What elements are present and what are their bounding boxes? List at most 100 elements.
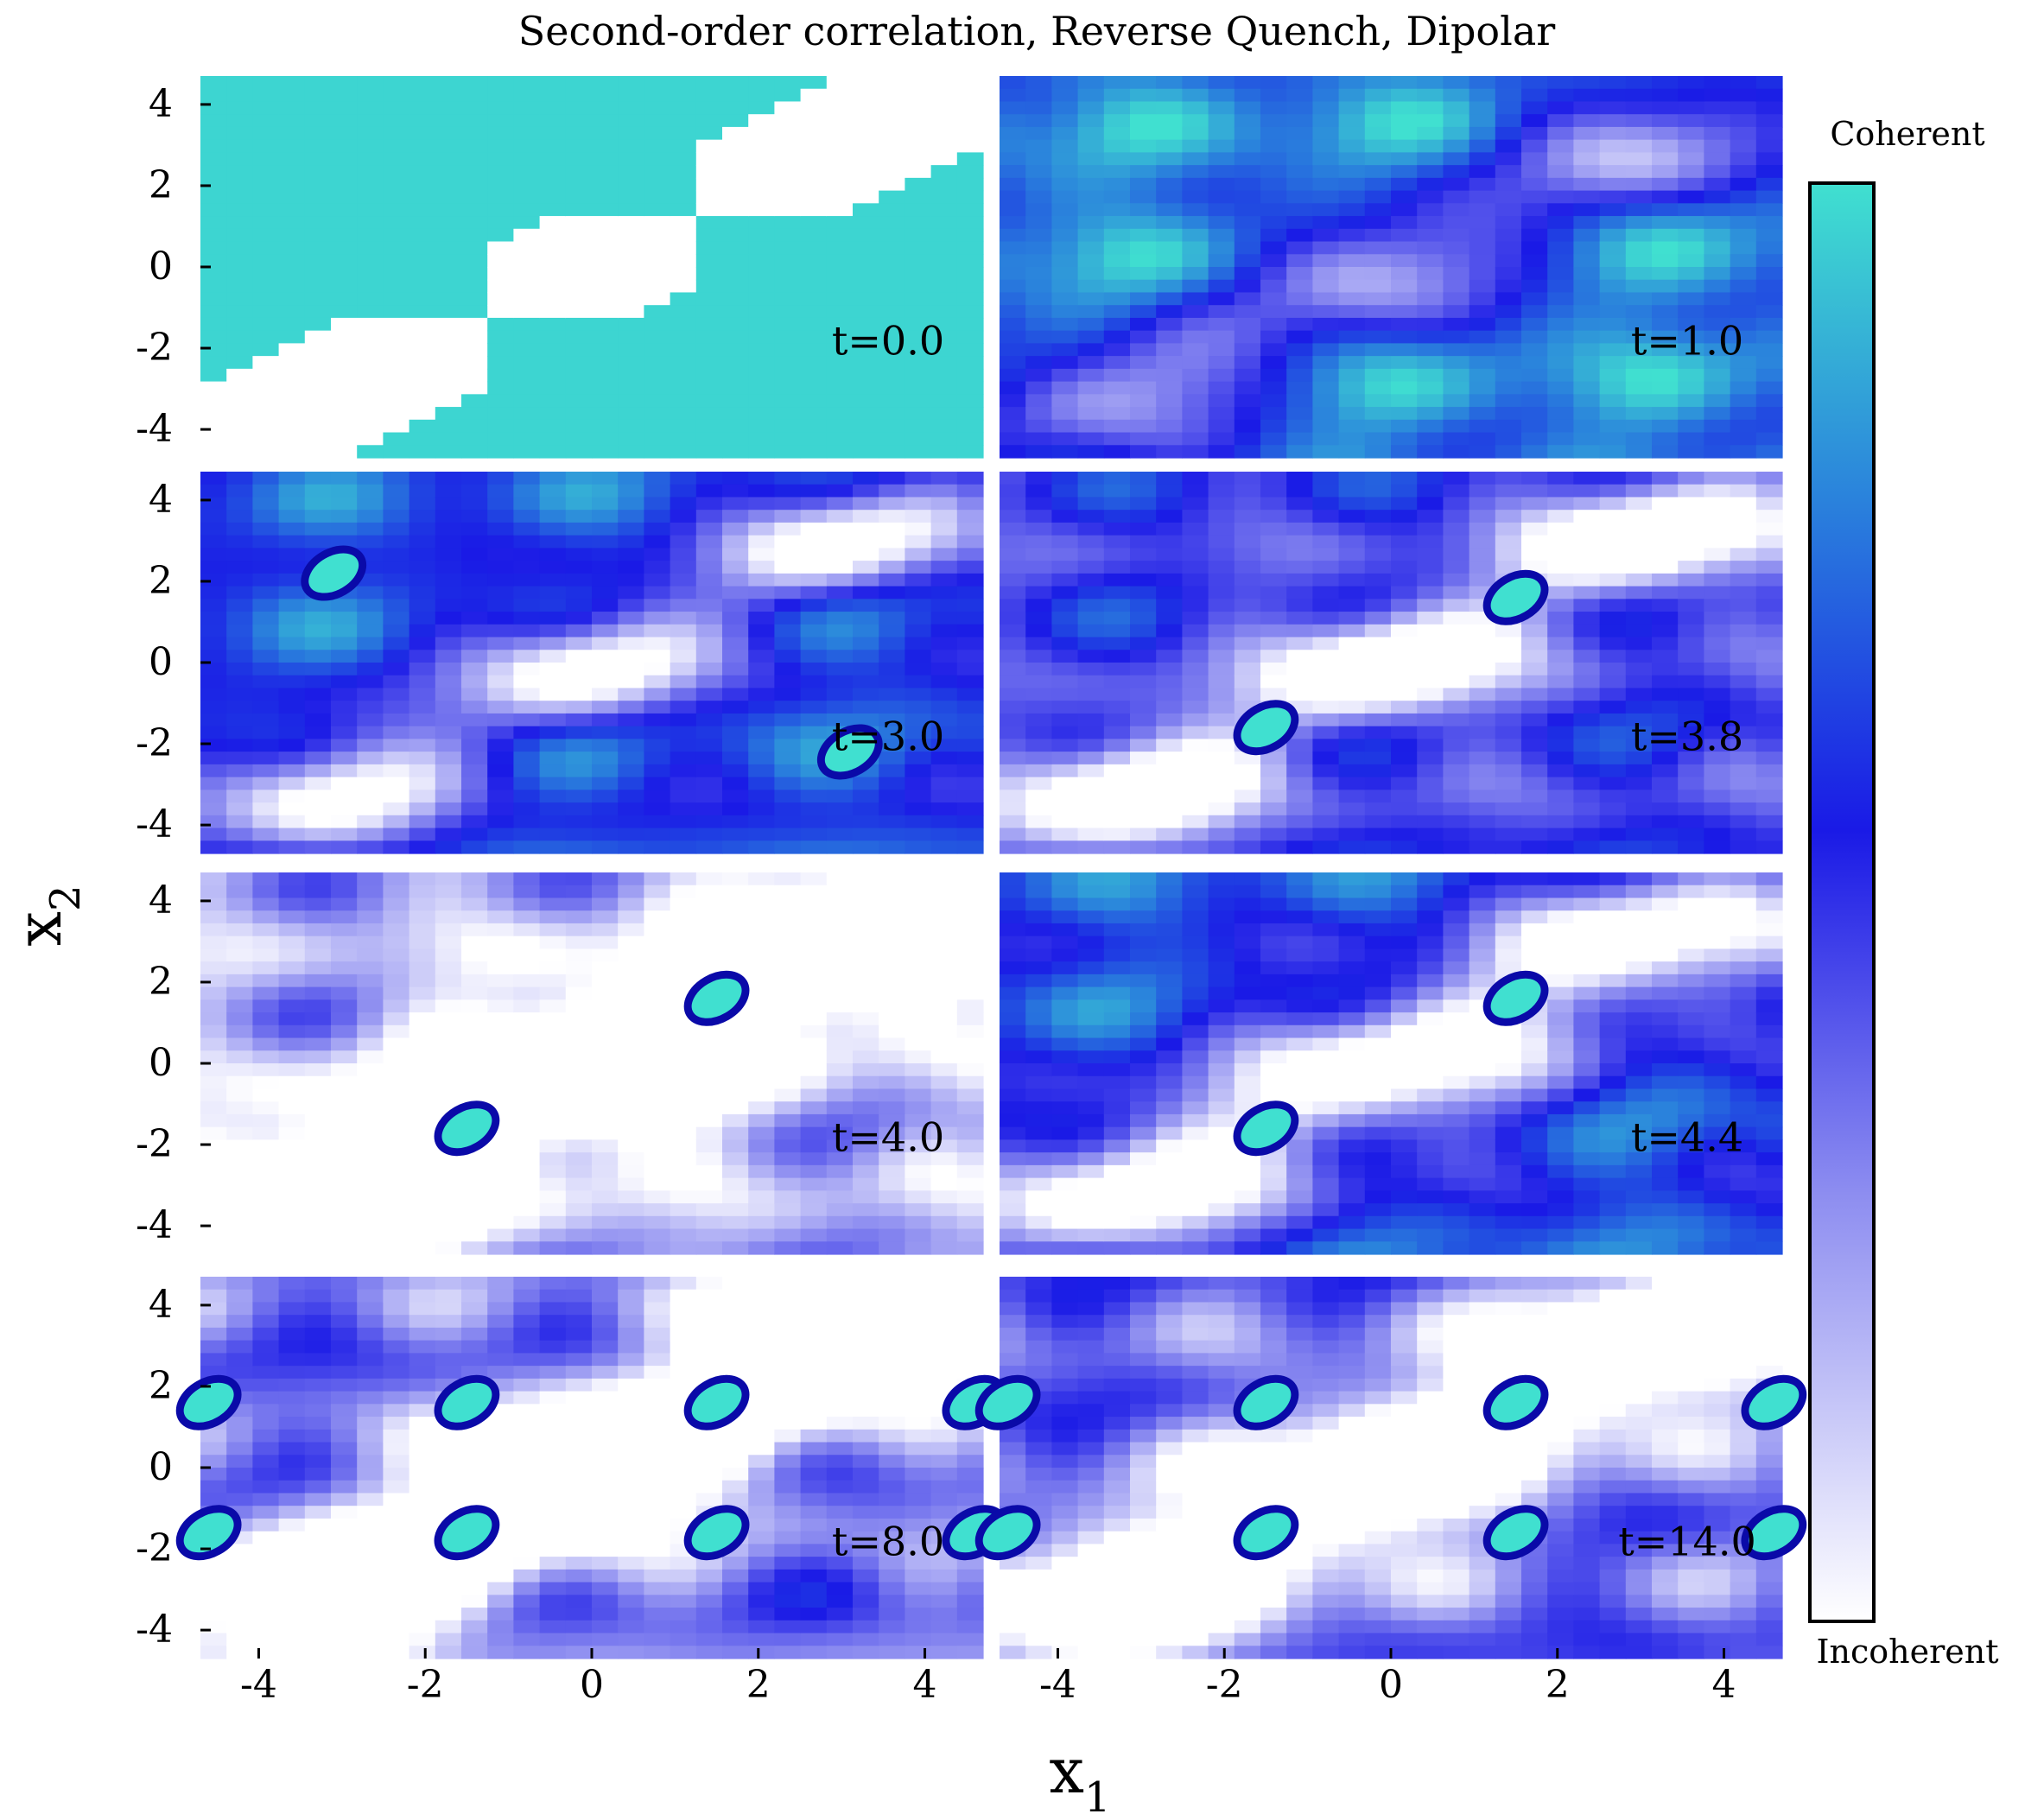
heatmap-cell [670, 599, 697, 612]
heatmap-cell [1338, 216, 1366, 230]
heatmap-cell [879, 1139, 905, 1153]
heatmap-cell [409, 497, 436, 511]
heatmap-cell [853, 974, 879, 988]
heatmap-cell [383, 101, 410, 115]
heatmap-cell [1130, 688, 1157, 701]
heatmap-cell [1182, 177, 1209, 192]
heatmap-cell [670, 292, 697, 306]
heatmap-cell [800, 1063, 828, 1077]
heatmap-cell [905, 432, 932, 446]
heatmap-cell [1364, 1024, 1392, 1039]
heatmap-cell [565, 1164, 593, 1179]
heatmap-cell [1469, 228, 1496, 243]
heatmap-cell [1103, 472, 1131, 485]
heatmap-cell [1103, 535, 1131, 549]
heatmap-cell [1025, 586, 1052, 599]
heatmap-cell [748, 897, 775, 911]
heatmap-cell [1755, 126, 1783, 141]
heatmap-cell [1599, 152, 1627, 166]
heatmap-cell [1547, 165, 1574, 179]
heatmap-cell [1599, 840, 1627, 854]
heatmap-cell [644, 484, 671, 498]
heatmap-cell [800, 688, 828, 701]
heatmap-cell [435, 650, 462, 663]
heatmap-cell [1182, 1177, 1209, 1191]
heatmap-cell [200, 1113, 227, 1128]
heatmap-cell [1755, 586, 1783, 599]
heatmap-cell [539, 739, 567, 752]
heatmap-cell [1103, 497, 1131, 511]
heatmap-cell [1000, 419, 1026, 434]
heatmap-cell [304, 1215, 332, 1230]
heatmap-cell [1208, 330, 1235, 344]
heatmap-cell [748, 828, 775, 841]
heatmap-cell [1391, 522, 1418, 536]
heatmap-cell [200, 381, 227, 395]
heatmap-cell [1000, 101, 1026, 115]
heatmap-cell [1547, 548, 1574, 561]
heatmap-cell [826, 535, 854, 549]
heatmap-cell [1077, 317, 1105, 332]
heatmap-cell [1391, 472, 1418, 485]
heatmap-cell [1678, 139, 1704, 153]
heatmap-cell [1156, 177, 1183, 192]
heatmap-cell [1364, 936, 1392, 949]
heatmap-cell [826, 228, 854, 243]
heatmap-cell [278, 432, 306, 446]
heatmap-cell [1051, 1152, 1079, 1166]
heatmap-cell [774, 497, 802, 511]
heatmap-cell [1208, 1024, 1235, 1039]
heatmap-cell [1208, 1101, 1235, 1115]
heatmap-cell [670, 1241, 697, 1255]
heatmap-cell [357, 535, 384, 549]
heatmap-cell [1573, 305, 1601, 319]
heatmap-cell [461, 381, 488, 395]
heatmap-cell [1417, 228, 1444, 243]
heatmap-cell [200, 840, 227, 854]
heatmap-cell [1573, 88, 1601, 103]
heatmap-cell [1077, 586, 1105, 599]
heatmap-cell [1260, 1024, 1287, 1039]
heatmap-cell [304, 216, 332, 230]
heatmap-cell [774, 897, 802, 911]
heatmap-cell [435, 381, 462, 395]
heatmap-cell [487, 139, 514, 153]
heatmap-cell [1025, 1215, 1052, 1230]
heatmap-cell [1000, 1101, 1026, 1115]
heatmap-cell [331, 739, 358, 752]
heatmap-cell [226, 777, 253, 790]
heatmap-cell [1678, 190, 1704, 204]
heatmap-cell [1260, 910, 1287, 924]
heatmap-cell [1443, 573, 1470, 587]
heatmap-cell [905, 368, 932, 383]
heatmap-cell [252, 394, 280, 408]
heatmap-cell [1730, 510, 1757, 523]
heatmap-cell [826, 923, 854, 937]
heatmap-cell [409, 1088, 436, 1102]
heatmap-cell [618, 535, 644, 549]
heatmap-cell [1521, 394, 1548, 408]
heatmap-cell [879, 216, 905, 230]
heatmap-cell [695, 317, 723, 332]
heatmap-cell [1260, 216, 1287, 230]
heatmap-cell [513, 828, 541, 841]
heatmap-cell [304, 1075, 332, 1090]
heatmap-cell [565, 561, 593, 574]
heatmap-cell [1652, 419, 1679, 434]
heatmap-cell [1625, 548, 1653, 561]
heatmap-cell [879, 910, 905, 924]
heatmap-cell [1051, 535, 1079, 549]
heatmap-cell [1573, 637, 1601, 650]
heatmap-cell [774, 535, 802, 549]
heatmap-cell [226, 802, 253, 816]
heatmap-cell [1208, 999, 1235, 1013]
heatmap-cell [226, 356, 253, 370]
heatmap-cell [748, 497, 775, 511]
heatmap-cell [1364, 548, 1392, 561]
heatmap-cell [1182, 356, 1209, 370]
heatmap-cell [1130, 343, 1157, 357]
heatmap-cell [331, 484, 358, 498]
heatmap-cell [1260, 279, 1287, 294]
heatmap-cell [331, 228, 358, 243]
heatmap-cell [331, 407, 358, 421]
